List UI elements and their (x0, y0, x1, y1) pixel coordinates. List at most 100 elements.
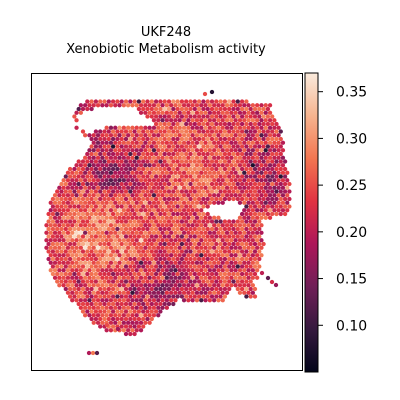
spot-point (108, 238, 114, 243)
spot-point (61, 215, 66, 220)
spot-point (248, 129, 253, 134)
spot-point (252, 136, 258, 142)
spot-point (250, 140, 256, 145)
spot-point (171, 219, 176, 224)
spot-point (220, 185, 225, 190)
spot-point (110, 181, 116, 187)
spot-point (134, 148, 139, 153)
spot-point (65, 200, 71, 205)
spot-point (50, 219, 56, 224)
spot-point (147, 275, 152, 280)
spot-point (212, 103, 217, 108)
spot-point (229, 155, 234, 160)
spot-point (63, 286, 68, 292)
spot-point (106, 256, 111, 262)
spot-point (194, 155, 200, 160)
spot-point (128, 129, 133, 134)
spot-point (123, 204, 129, 209)
spot-point (106, 204, 111, 209)
spot-point (151, 178, 157, 183)
spot-point (102, 241, 107, 247)
spot-point (123, 241, 129, 247)
spot-point (153, 189, 159, 194)
spot-point (134, 298, 139, 303)
spot-point (229, 245, 234, 250)
spot-point (184, 256, 189, 262)
spot-point (244, 241, 249, 247)
spot-point (61, 185, 66, 190)
spot-point (108, 298, 114, 303)
spot-point (70, 193, 75, 198)
spot-point (108, 178, 114, 183)
spot-point (274, 174, 279, 179)
spot-point (143, 193, 148, 198)
spot-point (76, 166, 81, 172)
spot-point (173, 200, 178, 205)
spot-point (224, 110, 230, 115)
spot-point (158, 106, 163, 112)
spot-point (196, 129, 202, 134)
spot-point (89, 166, 94, 172)
spot-point (110, 256, 116, 262)
spot-point (132, 159, 137, 164)
spot-point (173, 208, 178, 213)
spot-point (119, 159, 124, 164)
spot-point (102, 204, 107, 209)
spot-point (222, 151, 228, 157)
spot-point (244, 196, 249, 202)
spot-point (209, 241, 215, 247)
spot-point (128, 309, 133, 314)
spot-point (214, 264, 219, 269)
spot-point (246, 170, 251, 175)
spot-point (93, 309, 99, 314)
spot-point (199, 268, 204, 273)
spot-point (113, 200, 118, 205)
spot-point (169, 110, 174, 115)
spot-point (203, 103, 208, 108)
spot-point (156, 200, 161, 205)
spot-point (184, 106, 189, 112)
spot-point (147, 313, 152, 318)
spot-point (93, 219, 99, 224)
spot-point (160, 155, 165, 160)
spot-point (121, 155, 126, 160)
spot-point (257, 211, 262, 217)
spot-point (151, 125, 157, 130)
spot-point (227, 121, 232, 127)
spot-point (212, 223, 217, 228)
spot-point (162, 241, 167, 247)
spot-point (65, 215, 71, 220)
spot-point (158, 159, 163, 164)
spot-point (272, 185, 277, 190)
spot-point (76, 181, 81, 187)
spot-point (113, 185, 118, 190)
spot-point (190, 103, 195, 108)
spot-point (141, 271, 146, 277)
spot-point (147, 298, 152, 303)
spot-point (246, 110, 251, 115)
spot-point (242, 163, 247, 168)
spot-point (91, 103, 96, 108)
spot-point (91, 200, 96, 205)
spot-point (192, 166, 197, 172)
spot-point (205, 196, 210, 202)
spot-point (175, 106, 180, 112)
spot-point (179, 99, 185, 104)
spot-point (166, 301, 172, 307)
spot-point (126, 313, 131, 318)
spot-point (128, 279, 133, 284)
spot-point (104, 103, 109, 108)
spot-point (151, 268, 157, 273)
spot-point (132, 234, 137, 239)
spot-point (160, 230, 165, 235)
spot-point (141, 309, 146, 314)
spot-point (102, 279, 107, 284)
spot-point (162, 226, 167, 232)
spot-point (222, 166, 228, 172)
spot-point (181, 200, 187, 205)
spot-point (233, 253, 238, 258)
spot-point (179, 211, 185, 217)
spot-point (57, 230, 62, 235)
spot-point (102, 309, 107, 314)
spot-point (199, 155, 204, 160)
